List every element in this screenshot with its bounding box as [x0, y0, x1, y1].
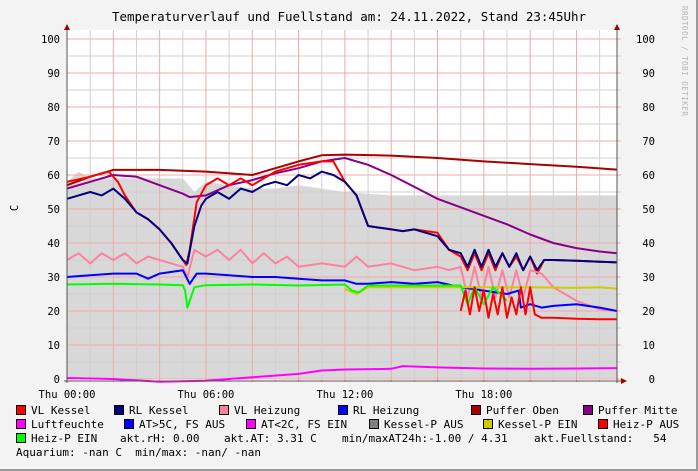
- legend-item: Heiz-P EIN: [16, 432, 97, 445]
- y-tick-label: 20: [47, 306, 60, 318]
- y-tick-label: 40: [47, 238, 60, 250]
- legend-aquarium: Aquarium: -nan C min/max: -nan/ -nan: [16, 446, 262, 459]
- y-axis-arrow: [64, 24, 70, 30]
- y-tick-label: 70: [47, 136, 60, 148]
- legend-label: Heiz-P AUS: [613, 418, 680, 431]
- series-puffer-mitte: [66, 157, 618, 255]
- legend-label: Heiz-P EIN: [31, 432, 98, 445]
- legend-swatch: [583, 405, 593, 415]
- x-tick-label: Thu 18:00: [455, 389, 512, 401]
- legend-label: AT<2C, FS EIN: [261, 418, 348, 431]
- legend-item: Puffer Oben: [471, 404, 559, 417]
- legend-label: Kessel-P EIN: [498, 418, 578, 431]
- y-tick-label-right: 30: [642, 272, 655, 284]
- legend-item: VL Heizung: [219, 404, 300, 417]
- y-tick-label: 80: [47, 102, 60, 114]
- legend-swatch: [338, 405, 348, 415]
- y-tick-label: 50: [47, 204, 60, 216]
- legend-label: RL Heizung: [353, 404, 420, 417]
- series-puffer-oben: [66, 153, 618, 187]
- series-heiz-p-aus: [459, 286, 617, 321]
- y-tick-label-right: 20: [642, 306, 655, 318]
- chart-title: Temperaturverlauf und Fuellstand am: 24.…: [111, 9, 587, 24]
- legend-item: VL Kessel: [16, 404, 91, 417]
- series-rl-heizung: [66, 269, 618, 312]
- legend-label: VL Kessel: [31, 404, 91, 417]
- y-tick-label: 100: [41, 34, 60, 46]
- y-tick-label: 90: [47, 68, 60, 80]
- legend-swatch: [16, 433, 26, 443]
- legend-swatch: [16, 419, 26, 429]
- y-tick-label-right: 0: [649, 374, 655, 386]
- legend-fuellstand: akt.Fuellstand: 54: [534, 432, 667, 445]
- y-axis-label: C: [9, 205, 21, 211]
- legend-swatch: [124, 419, 134, 429]
- legend-label: AT>5C, FS AUS: [139, 418, 226, 431]
- legend-swatch: [471, 405, 481, 415]
- legend-label: Luftfeuchte: [31, 418, 104, 431]
- legend-swatch: [219, 405, 229, 415]
- legend-item: RL Heizung: [338, 404, 419, 417]
- area-kessel-p-aus: [67, 171, 617, 379]
- legend-swatch: [246, 419, 256, 429]
- y-tick-label-right: 70: [642, 136, 655, 148]
- legend-item: Kessel-P EIN: [483, 418, 577, 431]
- x-tick-label: Thu 06:00: [177, 389, 234, 401]
- legend-label: VL Heizung: [234, 404, 301, 417]
- series-vl-heizung: [66, 248, 618, 312]
- y-tick-label-right: 100: [636, 34, 655, 46]
- y-tick-label-right: 60: [642, 170, 655, 182]
- legend-label: Kessel-P AUS: [384, 418, 464, 431]
- x-axis-arrow: [621, 378, 627, 384]
- y-tick-label: 60: [47, 170, 60, 182]
- legend-at: akt.AT: 3.31 C: [224, 432, 317, 445]
- y-tick-label-right: 50: [642, 204, 655, 216]
- y-tick-label-right: 10: [642, 340, 655, 352]
- legend-item: AT<2C, FS EIN: [246, 418, 347, 431]
- x-tick-label: Thu 00:00: [39, 389, 96, 401]
- y-axis-right-arrow: [614, 24, 620, 30]
- legend-item: Heiz-P AUS: [598, 418, 679, 431]
- legend-swatch: [598, 419, 608, 429]
- legend-swatch: [483, 419, 493, 429]
- legend-minmax-at: min/maxAT24h:-1.00 / 4.31: [342, 432, 508, 445]
- legend-item: Luftfeuchte: [16, 418, 104, 431]
- series-heiz-p-ein: [66, 282, 508, 309]
- y-tick-label: 0: [54, 374, 60, 386]
- x-tick-label: Thu 12:00: [316, 389, 373, 401]
- legend-rh: akt.rH: 0.00: [120, 432, 200, 445]
- y-tick-label: 30: [47, 272, 60, 284]
- legend-item: Kessel-P AUS: [369, 418, 463, 431]
- legend-label: Puffer Mitte: [598, 404, 678, 417]
- legend-swatch: [16, 405, 26, 415]
- series-rl-kessel: [66, 170, 618, 272]
- legend-item: AT>5C, FS AUS: [124, 418, 225, 431]
- y-tick-label-right: 40: [642, 238, 655, 250]
- legend-label: RL Kessel: [129, 404, 189, 417]
- legend-swatch: [114, 405, 124, 415]
- y-tick-label-right: 90: [642, 68, 655, 80]
- y-tick-label-right: 80: [642, 102, 655, 114]
- legend-item: RL Kessel: [114, 404, 189, 417]
- legend-item: Puffer Mitte: [583, 404, 677, 417]
- y-tick-label: 10: [47, 340, 60, 352]
- legend-swatch: [369, 419, 379, 429]
- rrdtool-watermark: RRDTOOL / TOBI OETIKER: [680, 6, 689, 117]
- legend-label: Puffer Oben: [486, 404, 559, 417]
